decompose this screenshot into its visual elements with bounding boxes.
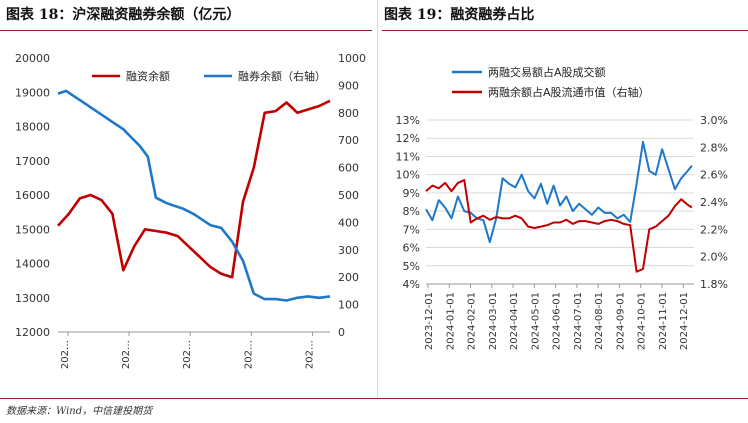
y-right-tick-label: 600 — [338, 162, 359, 175]
x-tick-label: 2024-06-01 — [552, 292, 563, 350]
left-panel-title: 图表 18：沪深融资融券余额（亿元） — [6, 7, 241, 23]
data-source-note: 数据来源：Wind，中信建投期货 — [6, 406, 153, 417]
x-tick-label: 2024-08-01 — [594, 292, 605, 350]
x-tick-label: 2023-12-01 — [424, 292, 435, 350]
x-tick-label: 2024-02-01 — [467, 292, 478, 350]
x-tick-label: 2024-01-01 — [445, 292, 456, 350]
y-right-tick-label: 500 — [338, 189, 359, 202]
x-tick-label: 2024-10-01 — [637, 292, 648, 350]
y-left-tick-label: 7% — [403, 223, 420, 236]
y-right-tick-label: 1.8% — [700, 278, 728, 291]
y-right-tick-label: 300 — [338, 244, 359, 257]
y-left-tick-label: 11% — [396, 150, 420, 163]
turnover-ratio-series-line — [425, 140, 693, 244]
y-right-tick-label: 900 — [338, 79, 359, 92]
y-left-tick-label: 19000 — [15, 86, 50, 99]
legend-label: 融资余额 — [126, 69, 170, 83]
y-right-tick-label: 2.6% — [700, 169, 728, 182]
y-right-tick-label: 400 — [338, 216, 359, 229]
y-right-tick-label: 800 — [338, 107, 359, 120]
y-right-tick-label: 100 — [338, 299, 359, 312]
y-left-tick-label: 12% — [396, 132, 420, 145]
x-tick-label: 202… — [243, 340, 254, 369]
legend-label: 两融余额占A股流通市值（右轴） — [488, 85, 650, 99]
y-right-tick-label: 2.4% — [700, 196, 728, 209]
y-left-tick-label: 18000 — [15, 121, 50, 134]
x-tick-label: 2024-09-01 — [615, 292, 626, 350]
y-right-tick-label: 2.2% — [700, 223, 728, 236]
x-tick-label: 2024-07-01 — [573, 292, 584, 350]
right-panel-title: 图表 19：融资融券占比 — [384, 7, 535, 23]
y-right-tick-label: 200 — [338, 271, 359, 284]
y-right-tick-label: 2.8% — [700, 141, 728, 154]
y-left-tick-label: 13000 — [15, 292, 50, 305]
y-left-tick-label: 17000 — [15, 155, 50, 168]
x-tick-label: 202… — [304, 340, 315, 369]
y-left-tick-label: 20000 — [15, 52, 50, 65]
x-tick-label: 202… — [60, 340, 71, 369]
x-tick-label: 2024-03-01 — [488, 292, 499, 350]
footer-rule — [0, 398, 748, 399]
x-tick-label: 202… — [121, 340, 132, 369]
y-right-tick-label: 0 — [338, 326, 345, 339]
y-left-tick-label: 8% — [403, 205, 420, 218]
y-left-tick-label: 4% — [403, 278, 420, 291]
x-tick-label: 2024-11-01 — [658, 292, 669, 350]
margin-ratio-chart: 4% 5% 6% 7% 8% 9% 10% 11% 12% 13% 1.8% 2.0% 2.2% 2.4%… — [396, 65, 728, 350]
y-left-tick-label: 14000 — [15, 258, 50, 271]
x-tick-label: 202… — [182, 340, 193, 369]
short-balance-series-line — [57, 89, 331, 302]
y-left-tick-label: 15000 — [15, 223, 50, 236]
y-left-tick-label: 16000 — [15, 189, 50, 202]
legend-label: 融券余额（右轴） — [238, 69, 326, 83]
x-tick-label: 2024-04-01 — [509, 292, 520, 350]
y-right-tick-label: 700 — [338, 134, 359, 147]
x-tick-label: 2024-12-01 — [679, 292, 690, 350]
panel-separator — [377, 0, 378, 398]
left-title-rule — [0, 30, 372, 31]
x-tick-label: 2024-05-01 — [530, 292, 541, 350]
y-right-tick-label: 3.0% — [700, 114, 728, 127]
y-left-tick-label: 9% — [403, 187, 420, 200]
y-left-tick-label: 5% — [403, 260, 420, 273]
market-value-ratio-series-line — [425, 179, 693, 273]
y-left-tick-label: 12000 — [15, 326, 50, 339]
y-right-tick-label: 2.0% — [700, 251, 728, 264]
legend-label: 两融交易额占A股成交额 — [488, 65, 606, 79]
y-left-tick-label: 6% — [403, 242, 420, 255]
y-left-tick-label: 10% — [396, 169, 420, 182]
margin-balance-chart: 12000 13000 14000 15000 16000 17000 18000 19000… — [15, 52, 366, 369]
margin-balance-series-line — [57, 99, 331, 279]
y-right-tick-label: 1000 — [338, 52, 366, 65]
y-left-tick-label: 13% — [396, 114, 420, 127]
right-title-rule — [382, 30, 748, 31]
